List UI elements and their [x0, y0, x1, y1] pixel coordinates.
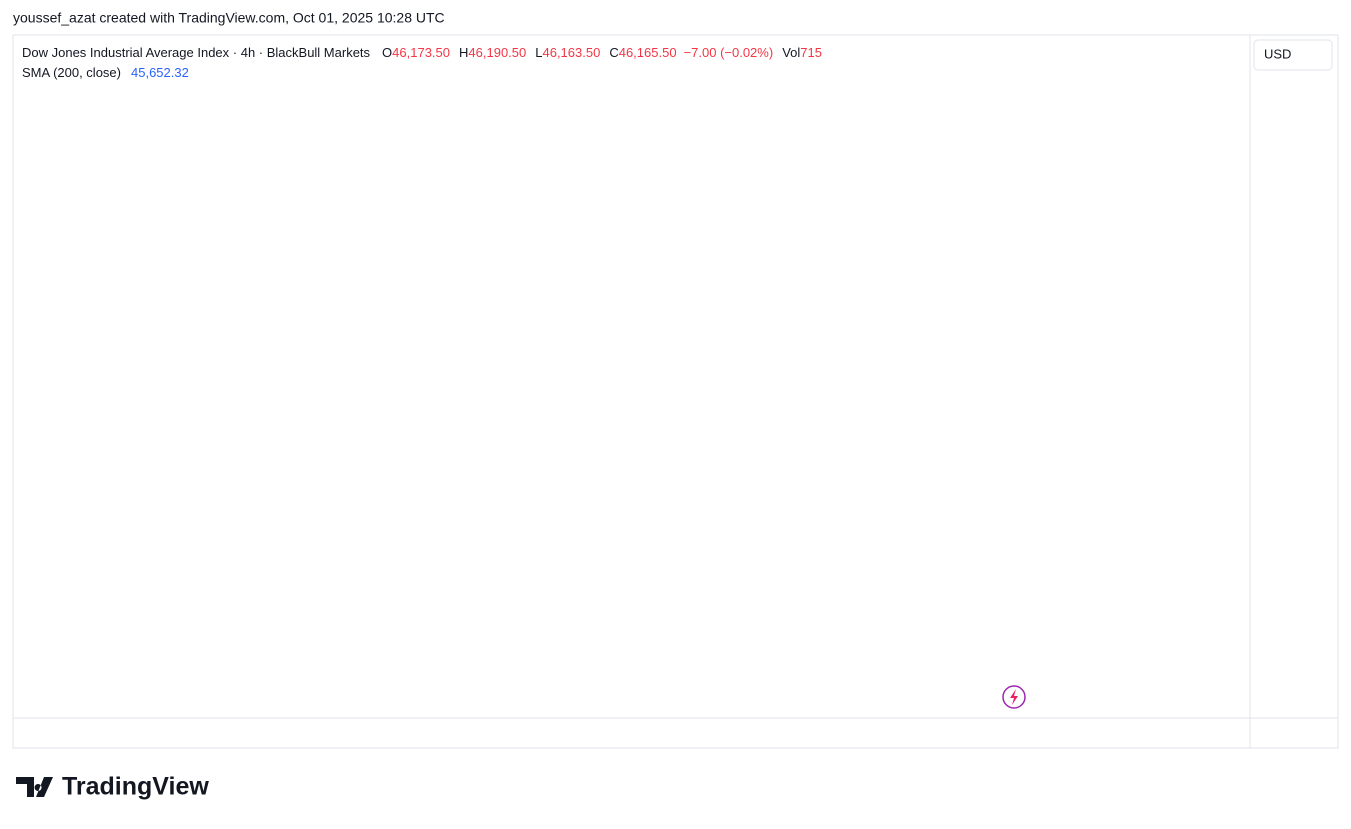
brand-logo: TradingView	[16, 773, 209, 801]
legend-key: O	[382, 45, 392, 60]
chart-frame	[12, 34, 1339, 749]
brand-mark	[16, 777, 53, 797]
header: youssef_azat created with TradingView.co…	[13, 10, 445, 26]
legend: Dow Jones Industrial Average Index · 4h …	[22, 45, 822, 60]
legend-key: Vol	[782, 45, 800, 60]
legend-value: 46,190.50	[468, 45, 526, 60]
legend-change: −7.00 (−0.02%)	[684, 45, 774, 60]
legend-key: C	[609, 45, 618, 60]
legend-key: L	[535, 45, 542, 60]
event-bolt	[1010, 689, 1018, 705]
currency[interactable]: USD	[1264, 46, 1291, 61]
legend-title: Dow Jones Industrial Average Index · 4h …	[22, 45, 371, 60]
legend-value: 46,173.50	[392, 45, 450, 60]
legend-value: 715	[800, 45, 822, 60]
event-icon	[1002, 685, 1026, 709]
currency-box[interactable]	[1253, 39, 1333, 71]
sma-name: SMA (200, close)	[22, 65, 121, 80]
legend-value: 46,165.50	[619, 45, 677, 60]
sma-value: 45,652.32	[131, 65, 189, 80]
legend-key: H	[459, 45, 468, 60]
sma-legend: SMA (200, close) 45,652.32	[22, 65, 189, 80]
legend-value: 46,163.50	[542, 45, 600, 60]
brand: TradingView	[62, 773, 209, 801]
